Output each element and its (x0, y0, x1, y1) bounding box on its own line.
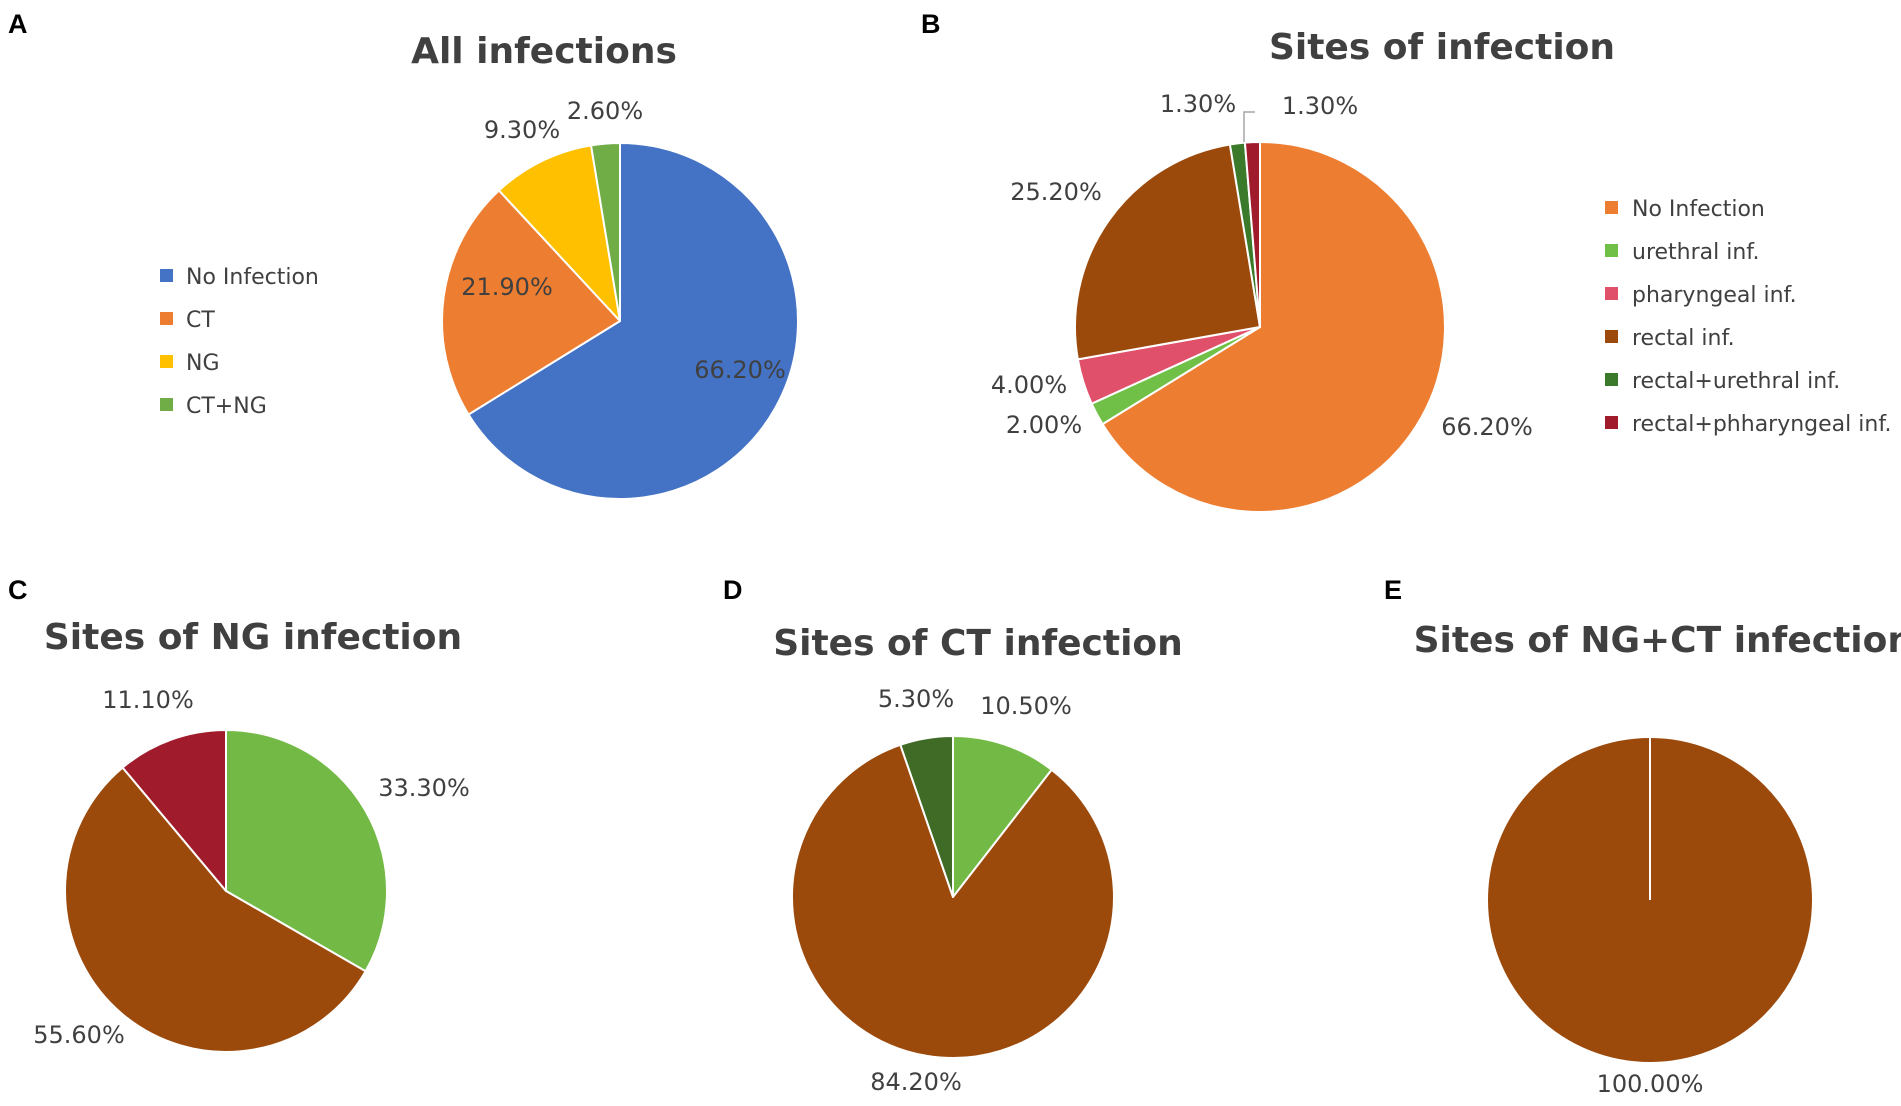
pie-slice-slice-1 (225, 729, 389, 973)
pie-chart-sites-of-infection: 66.20% 2.00% 4.00% 25.20% 1.30% 1.30% (991, 90, 1533, 513)
legend-swatch-urethral (1605, 244, 1618, 257)
panel-c: C Sites of NG infection 33.30% 55.60% 11.1… (8, 575, 470, 1053)
data-label-slice-1: 33.30% (378, 774, 470, 802)
data-label-slice-1: 100.00% (1597, 1070, 1704, 1098)
pie-slice-ct (441, 189, 621, 416)
legend-swatch-no-infection (160, 269, 173, 282)
chart-title-sites-of-ng-infection: Sites of NG infection (44, 617, 462, 658)
panel-b: B Sites of infection 66.20% 2.00% 4.00% 25.… (921, 9, 1891, 513)
pie-slice-rectal-inf (1074, 143, 1261, 361)
panel-letter-b: B (921, 9, 941, 39)
panel-letter-c: C (8, 575, 28, 605)
panel-letter-e: E (1384, 575, 1402, 605)
data-label-ct: 21.90% (461, 273, 553, 301)
data-label-slice-3: 5.30% (878, 685, 954, 713)
data-label-slice-2: 84.20% (870, 1068, 962, 1096)
legend-swatch-no-infection (1605, 201, 1618, 214)
data-label-rectal-urethral-inf: 1.30% (1160, 90, 1236, 118)
legend-swatch-ng (160, 355, 173, 368)
data-label-no-infection: 66.20% (694, 356, 786, 384)
legend-item-ng: NG (160, 351, 220, 376)
pie-slice-slice-3 (899, 735, 954, 898)
leader-line-1-30-right (1243, 111, 1255, 142)
data-label-rectal-phharyngeal-inf: 1.30% (1282, 92, 1358, 120)
legend-label-no-infection: No Infection (186, 265, 319, 290)
chart-title-sites-of-ct-infection: Sites of CT infection (773, 623, 1183, 664)
legend-label-rectal: rectal inf. (1632, 326, 1735, 351)
legend-item-rectal-pharyngeal: rectal+phharyngeal inf. (1605, 412, 1891, 437)
legend-label-no-infection: No Infection (1632, 197, 1765, 222)
data-label-no-infection: 66.20% (1441, 413, 1533, 441)
legend-item-no-infection: No Infection (1605, 197, 1765, 222)
legend-label-ct-ng: CT+NG (186, 394, 267, 419)
legend-swatch-ct (160, 312, 173, 325)
legend-item-no-infection: No Infection (160, 265, 319, 290)
data-label-urethral-inf: 2.00% (1006, 411, 1082, 439)
data-label-slice-3: 11.10% (102, 686, 194, 714)
legend-item-rectal: rectal inf. (1605, 326, 1735, 351)
pie-slice-ct-ng (590, 142, 621, 322)
pie-chart-sites-of-ng-ct-infections: 100.00% (1486, 736, 1814, 1098)
data-label-rectal-inf: 25.20% (1010, 178, 1102, 206)
pie-slice-no-infection (1101, 141, 1446, 513)
legend-swatch-rectal-pharyngeal (1605, 416, 1618, 429)
legend-item-pharyngeal: pharyngeal inf. (1605, 283, 1797, 308)
pie-slice-rectal-phharyngeal-inf (1243, 141, 1261, 328)
legend-label-ct: CT (186, 308, 215, 333)
legend-all-infections: No Infection CT NG CT+NG (160, 265, 319, 419)
pie-chart-sites-of-ng-infection: 33.30% 55.60% 11.10% (33, 686, 470, 1053)
data-label-slice-1: 10.50% (980, 692, 1072, 720)
data-label-ct-ng: 2.60% (567, 97, 643, 125)
data-label-ng: 9.30% (484, 116, 560, 144)
chart-title-sites-of-ng-ct-infections: Sites of NG+CT infections (1414, 620, 1901, 661)
pie-slice-ng (497, 144, 621, 322)
panel-letter-a: A (8, 9, 28, 39)
panel-d: D Sites of CT infection 10.50% 84.20% 5.30… (723, 575, 1183, 1096)
legend-label-urethral: urethral inf. (1632, 240, 1759, 265)
legend-swatch-rectal (1605, 330, 1618, 343)
chart-title-sites-of-infection: Sites of infection (1269, 27, 1615, 68)
legend-label-rectal-urethral: rectal+urethral inf. (1632, 369, 1840, 394)
legend-label-rectal-pharyngeal: rectal+phharyngeal inf. (1632, 412, 1891, 437)
panel-letter-d: D (723, 575, 743, 605)
legend-swatch-ct-ng (160, 398, 173, 411)
pie-chart-sites-of-ct-infection: 10.50% 84.20% 5.30% (790, 685, 1115, 1096)
legend-label-pharyngeal: pharyngeal inf. (1632, 283, 1797, 308)
data-label-slice-2: 55.60% (33, 1021, 125, 1049)
chart-title-all-infections: All infections (411, 31, 677, 72)
legend-swatch-rectal-urethral (1605, 373, 1618, 386)
legend-sites-of-infection: No Infection urethral inf. pharyngeal in… (1605, 197, 1891, 437)
panel-a: A All infections 66.20%21.90%9.30%2.60% … (8, 9, 799, 500)
panel-e: E Sites of NG+CT infections 100.00% (1384, 575, 1901, 1098)
pie-slice-no-infection (467, 142, 799, 500)
pie-chart-all-infections: 66.20% 21.90% 9.30%2.60% (441, 97, 799, 500)
legend-item-ct-ng: CT+NG (160, 394, 267, 419)
legend-swatch-pharyngeal (1605, 287, 1618, 300)
data-label-pharyngeal-inf: 4.00% (991, 371, 1067, 399)
pie-slice-slice-3 (121, 729, 227, 892)
legend-item-urethral: urethral inf. (1605, 240, 1759, 265)
legend-label-ng: NG (186, 351, 220, 376)
pie-slice-slice-2 (64, 766, 367, 1053)
legend-item-ct: CT (160, 308, 215, 333)
legend-item-rectal-urethral: rectal+urethral inf. (1605, 369, 1840, 394)
pie-slice-slice-1 (952, 735, 1053, 898)
pie-slice-slice-2 (790, 743, 1115, 1059)
